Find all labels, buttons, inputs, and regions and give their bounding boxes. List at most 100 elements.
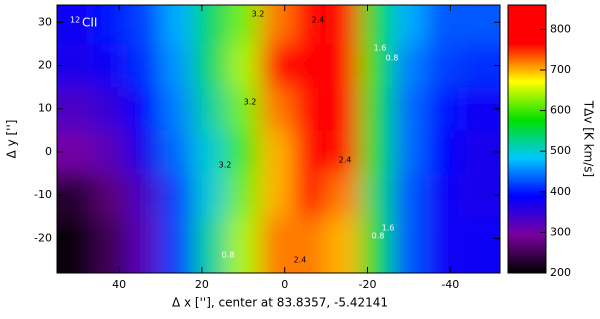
heatmap <box>57 5 500 273</box>
y-axis-label: Δ y [''] <box>5 120 19 159</box>
heat-cell <box>57 130 95 174</box>
heat-cell <box>160 216 194 273</box>
heat-cell <box>127 130 161 174</box>
contour-label: 2.4 <box>312 16 325 25</box>
heat-cell <box>458 5 500 44</box>
heat-cell <box>392 43 426 88</box>
heat-cell <box>193 87 227 131</box>
heat-cell <box>425 173 459 217</box>
y-tick-label: -10 <box>34 188 52 201</box>
heat-cell <box>326 5 360 44</box>
heat-cell <box>458 43 500 88</box>
x-tick-label: 20 <box>195 278 209 291</box>
x-axis-label: Δ x [''], center at 83.8357, -5.42141 <box>172 296 388 310</box>
heat-cell <box>160 130 194 174</box>
heat-cell <box>359 5 393 44</box>
heat-cell <box>458 216 500 273</box>
heat-cell <box>425 5 459 44</box>
heat-cell <box>359 43 393 88</box>
heat-cell <box>226 5 260 44</box>
colorbar <box>507 4 547 274</box>
heat-cell <box>57 173 95 217</box>
heat-cell <box>259 5 293 44</box>
heat-cell <box>458 130 500 174</box>
title-sup: 12 <box>70 16 80 25</box>
heat-cell <box>259 216 293 273</box>
heat-cell <box>392 87 426 131</box>
heat-cell <box>94 43 128 88</box>
heat-cell <box>425 87 459 131</box>
heat-cell <box>57 87 95 131</box>
contour-label: 2.4 <box>339 156 352 165</box>
colorbar-tick-label: 200 <box>550 266 571 279</box>
chart-title: CII <box>82 16 97 30</box>
heat-cell <box>359 87 393 131</box>
colorbar-tick-label: 500 <box>550 144 571 157</box>
contour-label: 3.2 <box>244 98 257 107</box>
heat-cell <box>160 5 194 44</box>
heat-cell <box>193 43 227 88</box>
heat-cell <box>193 173 227 217</box>
heat-cell <box>160 87 194 131</box>
colorbar-tick-label: 600 <box>550 104 571 117</box>
heat-cell <box>57 216 95 273</box>
heat-cell <box>259 87 293 131</box>
heat-cell <box>127 216 161 273</box>
heat-cell <box>458 173 500 217</box>
y-tick-label: 0 <box>45 145 52 158</box>
heat-cell <box>359 173 393 217</box>
heat-cell <box>160 43 194 88</box>
heat-cell <box>292 130 327 174</box>
heat-cell <box>259 173 293 217</box>
contour-label: 3.2 <box>219 161 232 170</box>
heat-cell <box>392 216 426 273</box>
heat-cell <box>226 130 260 174</box>
heat-cell <box>193 5 227 44</box>
contour-label: 1.6 <box>374 44 387 53</box>
x-tick-label: 0 <box>281 278 288 291</box>
heat-cell <box>226 216 260 273</box>
colorbar-tick-label: 800 <box>550 22 571 35</box>
colorbar-label: TΔv [K km/s] <box>582 100 596 177</box>
x-tick-label: -20 <box>359 278 377 291</box>
heat-cell <box>292 173 327 217</box>
heat-cell <box>193 130 227 174</box>
heat-cell <box>127 5 161 44</box>
x-tick-label: 40 <box>112 278 126 291</box>
heat-cell <box>425 216 459 273</box>
heat-cell <box>94 216 128 273</box>
heat-cell <box>127 173 161 217</box>
heat-cell <box>392 130 426 174</box>
heat-cell <box>226 43 260 88</box>
contour-label: 0.8 <box>222 251 235 260</box>
heat-cell <box>94 87 128 131</box>
heat-cell <box>94 173 128 217</box>
colorbar-tick-label: 300 <box>550 225 571 238</box>
y-tick-label: 30 <box>38 15 52 28</box>
heat-cell <box>292 87 327 131</box>
heat-cell <box>458 87 500 131</box>
contour-label: 2.4 <box>294 256 307 265</box>
heat-cell <box>326 130 360 174</box>
heat-cell <box>292 43 327 88</box>
contour-label: 0.8 <box>386 54 399 63</box>
colorbar-tick-label: 400 <box>550 185 571 198</box>
heat-cell <box>193 216 227 273</box>
contour-label: 0.8 <box>372 232 385 241</box>
heat-cell <box>326 216 360 273</box>
heat-cell <box>259 130 293 174</box>
heat-cell <box>359 130 393 174</box>
heat-cell <box>292 5 327 44</box>
heat-cell <box>57 43 95 88</box>
heat-cell <box>160 173 194 217</box>
x-tick-label: -40 <box>441 278 459 291</box>
heat-cell <box>326 173 360 217</box>
colorbar-tick-label: 700 <box>550 63 571 76</box>
heat-cell <box>392 5 426 44</box>
heat-cell <box>94 5 128 44</box>
heat-cell <box>127 43 161 88</box>
heat-cell <box>259 43 293 88</box>
heat-cell <box>326 87 360 131</box>
y-tick-label: 10 <box>38 102 52 115</box>
heat-cell <box>127 87 161 131</box>
